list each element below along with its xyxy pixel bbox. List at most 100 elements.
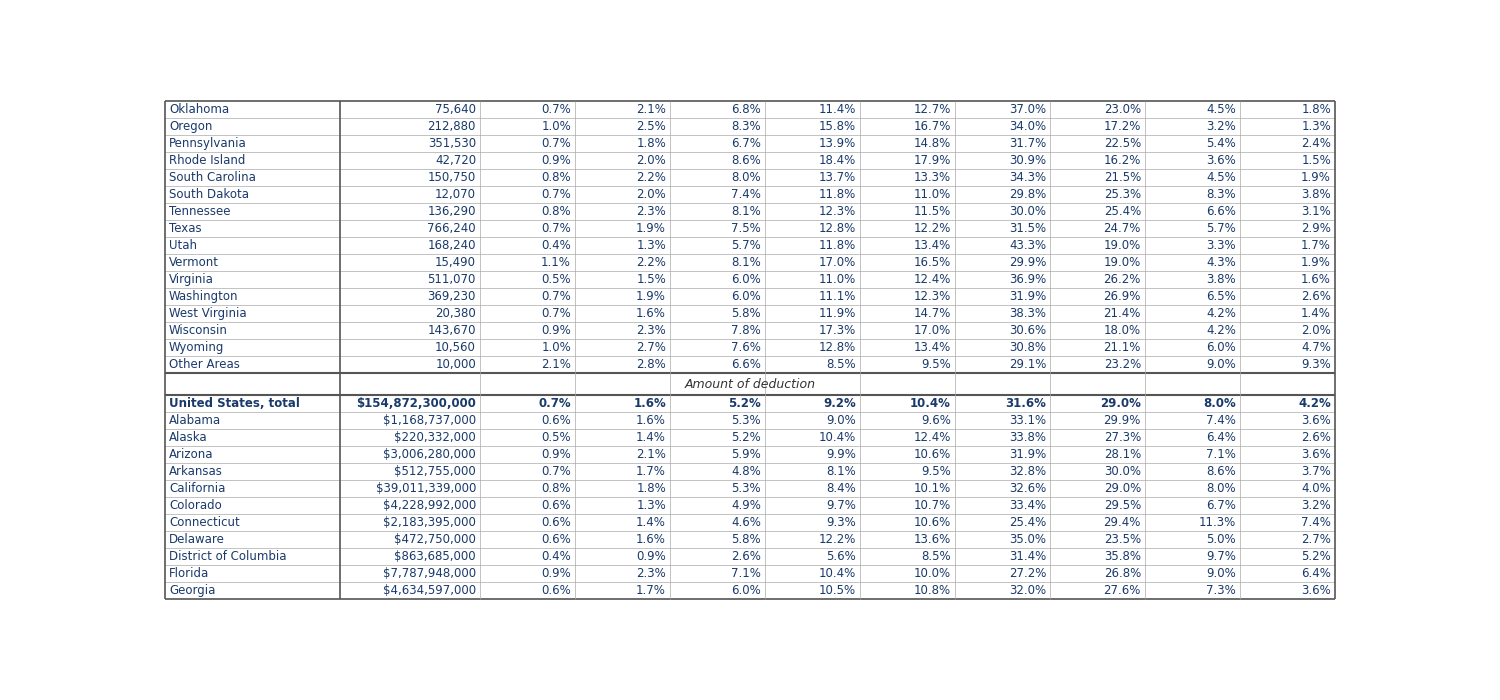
Text: 10.0%: 10.0%	[914, 567, 951, 580]
Text: 9.7%: 9.7%	[827, 499, 856, 512]
Text: 17.9%: 17.9%	[914, 154, 951, 167]
Text: Connecticut: Connecticut	[170, 516, 240, 529]
Text: 5.9%: 5.9%	[732, 448, 760, 461]
Text: 2.3%: 2.3%	[636, 324, 666, 337]
Text: 19.0%: 19.0%	[1104, 256, 1142, 269]
Text: 1.8%: 1.8%	[636, 482, 666, 495]
Text: 3.8%: 3.8%	[1302, 188, 1330, 201]
Text: 11.5%: 11.5%	[914, 205, 951, 218]
Text: 0.7%: 0.7%	[542, 222, 572, 235]
Text: 10.5%: 10.5%	[819, 584, 856, 597]
Text: 0.8%: 0.8%	[542, 482, 572, 495]
Text: 7.6%: 7.6%	[730, 341, 760, 354]
Text: 0.7%: 0.7%	[542, 188, 572, 201]
Text: United States, total: United States, total	[170, 397, 300, 410]
Text: $3,006,280,000: $3,006,280,000	[384, 448, 476, 461]
Text: 13.4%: 13.4%	[914, 341, 951, 354]
Text: 0.4%: 0.4%	[542, 550, 572, 563]
Text: $512,755,000: $512,755,000	[394, 465, 476, 478]
Text: 8.3%: 8.3%	[1206, 188, 1236, 201]
Text: 1.8%: 1.8%	[636, 137, 666, 150]
Text: 168,240: 168,240	[427, 239, 476, 252]
Text: 4.6%: 4.6%	[730, 516, 760, 529]
Text: 8.0%: 8.0%	[732, 171, 760, 184]
Text: Texas: Texas	[170, 222, 201, 235]
Text: Washington: Washington	[170, 290, 238, 303]
Text: 6.0%: 6.0%	[732, 273, 760, 286]
Text: 10.4%: 10.4%	[819, 567, 856, 580]
Text: 8.1%: 8.1%	[732, 205, 760, 218]
Text: Oklahoma: Oklahoma	[170, 103, 230, 116]
Text: 0.5%: 0.5%	[542, 431, 572, 444]
Text: 16.2%: 16.2%	[1104, 154, 1142, 167]
Text: 0.4%: 0.4%	[542, 239, 572, 252]
Text: 1.6%: 1.6%	[633, 397, 666, 410]
Text: 4.5%: 4.5%	[1206, 103, 1236, 116]
Text: 9.0%: 9.0%	[1206, 358, 1236, 371]
Text: Amount of deduction: Amount of deduction	[684, 377, 816, 391]
Text: 2.1%: 2.1%	[636, 448, 666, 461]
Text: 7.4%: 7.4%	[730, 188, 760, 201]
Text: 8.1%: 8.1%	[827, 465, 856, 478]
Text: 34.0%: 34.0%	[1010, 120, 1046, 133]
Text: 25.4%: 25.4%	[1008, 516, 1046, 529]
Text: 7.4%: 7.4%	[1300, 516, 1330, 529]
Text: 9.3%: 9.3%	[1300, 358, 1330, 371]
Text: California: California	[170, 482, 225, 495]
Text: 1.3%: 1.3%	[636, 239, 666, 252]
Text: 4.2%: 4.2%	[1206, 307, 1236, 320]
Text: Delaware: Delaware	[170, 533, 225, 546]
Text: $39,011,339,000: $39,011,339,000	[375, 482, 476, 495]
Text: 14.8%: 14.8%	[914, 137, 951, 150]
Text: 1.7%: 1.7%	[636, 584, 666, 597]
Text: 11.8%: 11.8%	[819, 239, 856, 252]
Text: 1.9%: 1.9%	[1300, 256, 1330, 269]
Text: $154,872,300,000: $154,872,300,000	[356, 397, 476, 410]
Text: 1.4%: 1.4%	[636, 431, 666, 444]
Text: 6.6%: 6.6%	[1206, 205, 1236, 218]
Text: 8.5%: 8.5%	[921, 550, 951, 563]
Text: 29.9%: 29.9%	[1104, 414, 1142, 427]
Text: 20,380: 20,380	[435, 307, 476, 320]
Text: 8.6%: 8.6%	[1206, 465, 1236, 478]
Text: 11.1%: 11.1%	[819, 290, 856, 303]
Text: South Dakota: South Dakota	[170, 188, 249, 201]
Text: 2.6%: 2.6%	[1300, 431, 1330, 444]
Text: 136,290: 136,290	[427, 205, 476, 218]
Text: 0.6%: 0.6%	[542, 516, 572, 529]
Text: 1.7%: 1.7%	[1300, 239, 1330, 252]
Text: Tennessee: Tennessee	[170, 205, 231, 218]
Text: 31.9%: 31.9%	[1008, 448, 1046, 461]
Text: 6.5%: 6.5%	[1206, 290, 1236, 303]
Text: 11.8%: 11.8%	[819, 188, 856, 201]
Text: 1.6%: 1.6%	[636, 307, 666, 320]
Text: 19.0%: 19.0%	[1104, 239, 1142, 252]
Text: 6.7%: 6.7%	[1206, 499, 1236, 512]
Text: 4.8%: 4.8%	[732, 465, 760, 478]
Text: 12,070: 12,070	[435, 188, 476, 201]
Text: 1.1%: 1.1%	[542, 256, 572, 269]
Text: 17.2%: 17.2%	[1104, 120, 1142, 133]
Text: 1.0%: 1.0%	[542, 120, 572, 133]
Text: 42,720: 42,720	[435, 154, 476, 167]
Text: 5.4%: 5.4%	[1206, 137, 1236, 150]
Text: 26.9%: 26.9%	[1104, 290, 1142, 303]
Text: 12.8%: 12.8%	[819, 222, 856, 235]
Text: 2.4%: 2.4%	[1300, 137, 1330, 150]
Text: 4.5%: 4.5%	[1206, 171, 1236, 184]
Text: 0.5%: 0.5%	[542, 273, 572, 286]
Text: 29.9%: 29.9%	[1008, 256, 1046, 269]
Text: 7.1%: 7.1%	[1206, 448, 1236, 461]
Text: 24.7%: 24.7%	[1104, 222, 1142, 235]
Text: 3.1%: 3.1%	[1300, 205, 1330, 218]
Text: 2.3%: 2.3%	[636, 205, 666, 218]
Text: 8.6%: 8.6%	[732, 154, 760, 167]
Text: Colorado: Colorado	[170, 499, 222, 512]
Text: 29.8%: 29.8%	[1008, 188, 1046, 201]
Text: 5.6%: 5.6%	[827, 550, 856, 563]
Text: 12.8%: 12.8%	[819, 341, 856, 354]
Text: 10.6%: 10.6%	[914, 516, 951, 529]
Text: 5.3%: 5.3%	[732, 414, 760, 427]
Text: 1.5%: 1.5%	[1300, 154, 1330, 167]
Text: 4.7%: 4.7%	[1300, 341, 1330, 354]
